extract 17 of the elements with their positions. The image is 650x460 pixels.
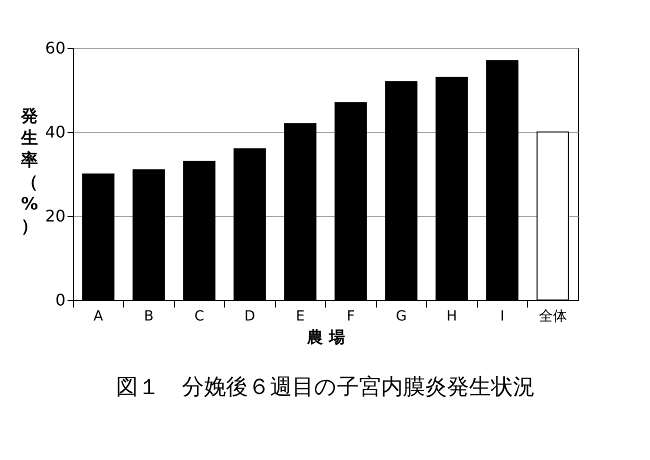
x-tick-label: F [346,308,355,324]
y-tick-label: 60 [45,38,66,58]
x-tick-label: 全体 [538,308,567,324]
x-tick-label: E [296,308,305,324]
text: 図１ 分娩後６週目の子宮内膜炎発生状況 [116,375,535,400]
x-tick-label: I [500,308,504,324]
x-tick-label: H [446,308,458,324]
y-tick-label: 20 [45,206,66,226]
x-tick-label: D [244,308,256,324]
x-tick-label: G [396,308,407,324]
x-tick-label: A [93,308,104,324]
x-axis-title: 農 場 [306,328,345,346]
x-tick-label: B [144,308,154,324]
y-tick-label: 40 [45,122,66,142]
y-axis-title: 発生率（%） [20,106,38,236]
y-tick-label: 0 [55,290,66,310]
x-tick-label: C [194,308,204,324]
